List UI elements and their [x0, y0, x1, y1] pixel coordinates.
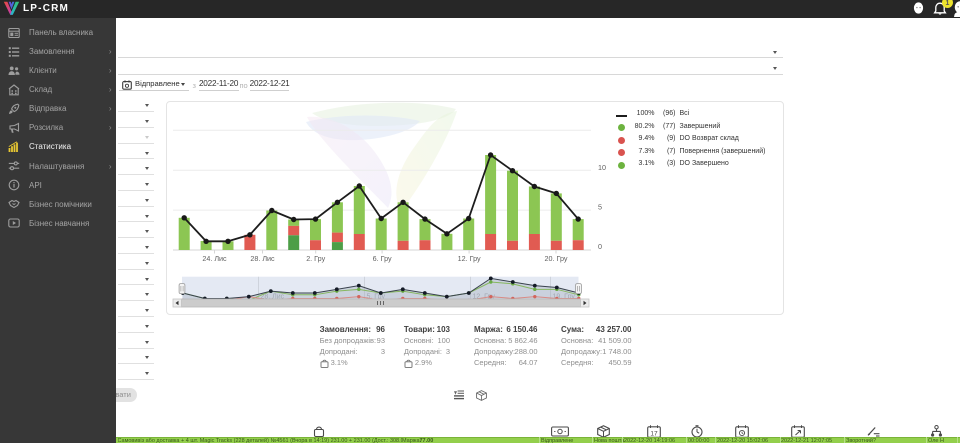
svg-text:10: 10 [598, 162, 606, 171]
svg-text:5: 5 [598, 202, 602, 211]
svg-text:6. Гру: 6. Гру [372, 254, 391, 263]
svg-text:28. Лис: 28. Лис [260, 293, 284, 300]
svg-text:28. Лис: 28. Лис [250, 254, 275, 263]
svg-text:0: 0 [598, 242, 602, 251]
svg-text:2. Гру: 2. Гру [306, 254, 325, 263]
svg-text:19. Гру: 19. Гру [552, 293, 575, 300]
svg-text:12. Гру: 12. Гру [457, 254, 480, 263]
svg-text:5. Гру: 5. Гру [366, 293, 385, 300]
svg-text:24. Лис: 24. Лис [202, 254, 227, 263]
svg-text:12. Гру: 12. Гру [472, 293, 495, 300]
svg-text:17: 17 [650, 430, 658, 437]
svg-text:20. Гру: 20. Гру [544, 254, 567, 263]
